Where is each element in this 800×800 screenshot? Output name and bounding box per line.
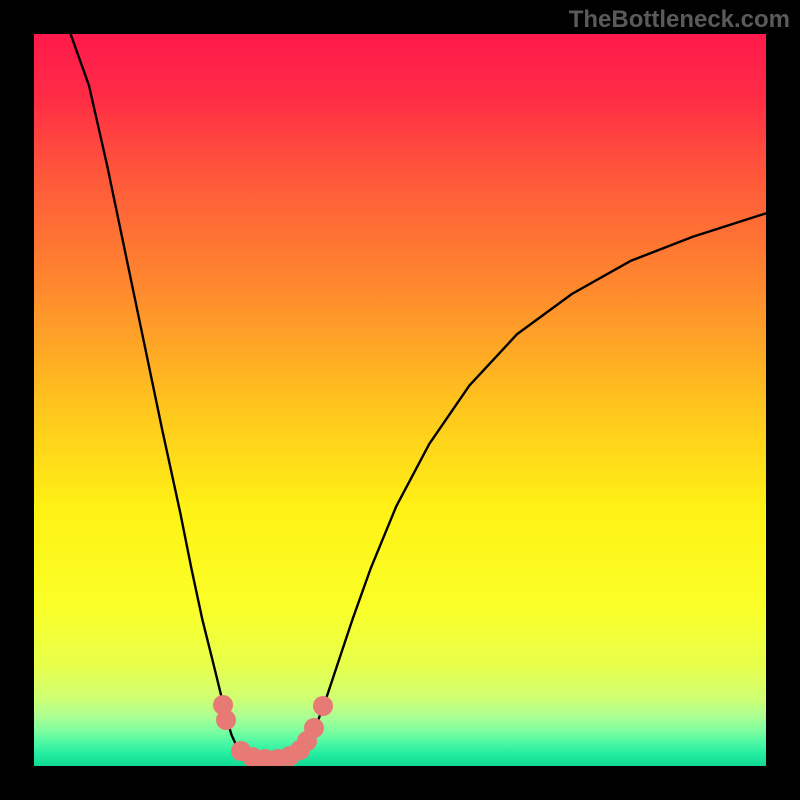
curve-layer	[34, 34, 766, 766]
data-marker	[313, 696, 333, 716]
chart-frame	[26, 26, 774, 774]
plot-area	[34, 34, 766, 766]
data-marker	[216, 710, 236, 730]
watermark-text: TheBottleneck.com	[569, 6, 790, 34]
data-marker	[304, 718, 324, 738]
bottleneck-curve	[71, 34, 766, 764]
